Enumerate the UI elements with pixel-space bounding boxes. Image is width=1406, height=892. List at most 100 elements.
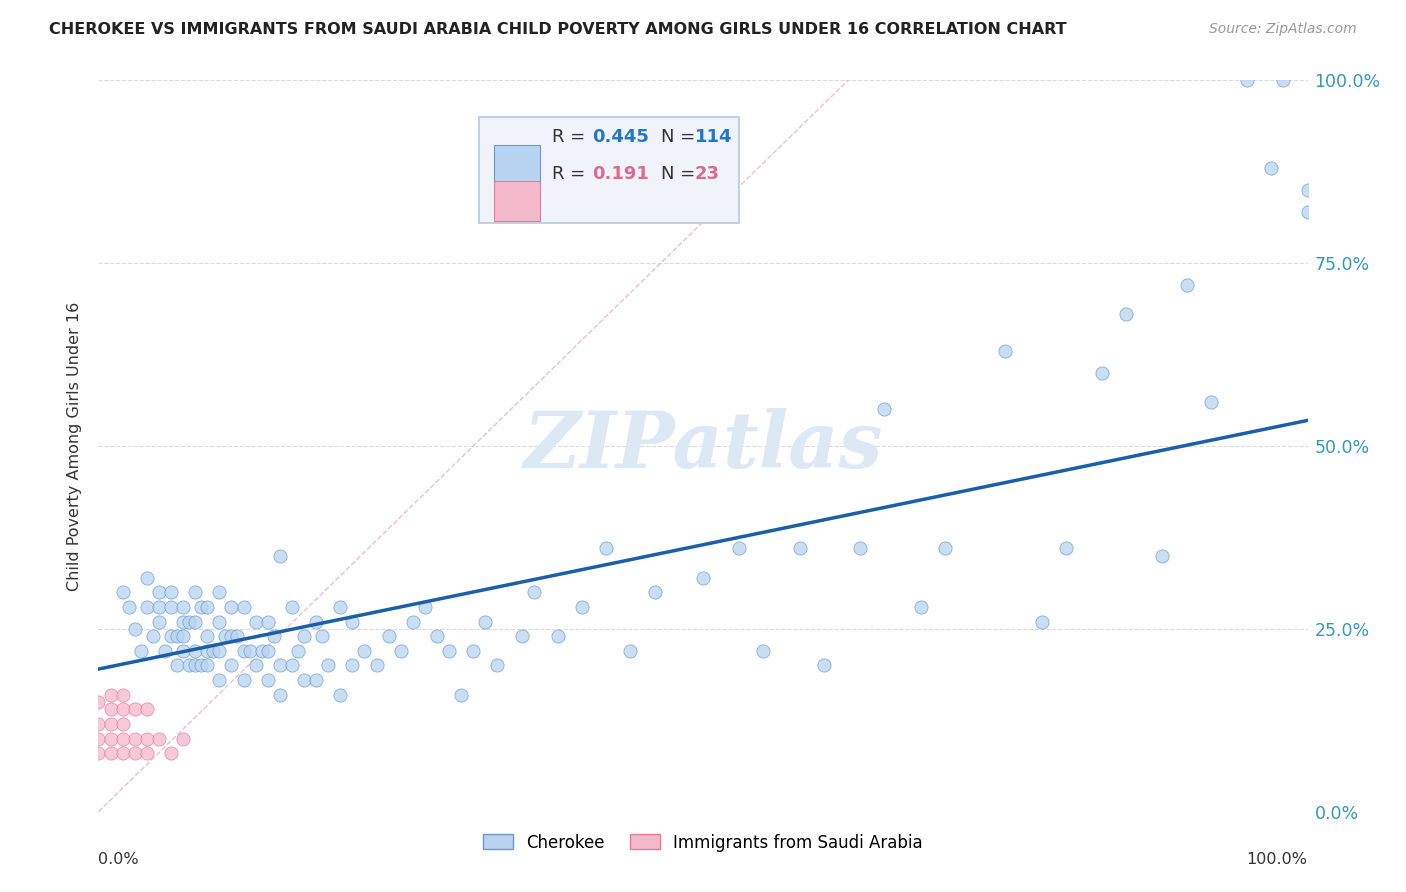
Point — [1199, 395, 1222, 409]
Point — [789, 541, 811, 556]
Point — [100, 688, 122, 702]
Point — [100, 702, 122, 716]
Point — [160, 746, 183, 760]
Point — [250, 644, 273, 658]
Point — [644, 585, 666, 599]
Text: 0.0%: 0.0% — [98, 852, 139, 867]
FancyBboxPatch shape — [494, 145, 540, 185]
Point — [595, 541, 617, 556]
Point — [124, 746, 146, 760]
Point — [87, 695, 110, 709]
Point — [377, 629, 399, 643]
Point — [221, 658, 243, 673]
Point — [287, 644, 309, 658]
Legend: Cherokee, Immigrants from Saudi Arabia: Cherokee, Immigrants from Saudi Arabia — [477, 827, 929, 858]
Point — [190, 599, 212, 614]
Point — [160, 599, 183, 614]
Point — [619, 644, 641, 658]
Point — [256, 644, 278, 658]
Point — [184, 615, 207, 629]
Point — [547, 629, 569, 643]
FancyBboxPatch shape — [479, 117, 740, 223]
Point — [366, 658, 388, 673]
Point — [190, 658, 212, 673]
Text: CHEROKEE VS IMMIGRANTS FROM SAUDI ARABIA CHILD POVERTY AMONG GIRLS UNDER 16 CORR: CHEROKEE VS IMMIGRANTS FROM SAUDI ARABIA… — [49, 22, 1067, 37]
Point — [135, 599, 157, 614]
Point — [179, 658, 201, 673]
Point — [934, 541, 956, 556]
Point — [1236, 73, 1258, 87]
Point — [172, 731, 194, 746]
Point — [160, 585, 183, 599]
Point — [148, 615, 170, 629]
Point — [148, 599, 170, 614]
Point — [184, 644, 207, 658]
Point — [752, 644, 775, 658]
Point — [195, 644, 218, 658]
Point — [305, 615, 328, 629]
Point — [849, 541, 872, 556]
Point — [160, 629, 183, 643]
Point — [100, 731, 122, 746]
Point — [166, 658, 188, 673]
Point — [208, 615, 231, 629]
Text: 0.191: 0.191 — [592, 165, 648, 183]
Point — [316, 658, 339, 673]
Point — [342, 615, 364, 629]
Text: R =: R = — [551, 128, 585, 146]
Point — [813, 658, 835, 673]
Point — [111, 731, 134, 746]
Point — [1175, 278, 1198, 293]
Point — [148, 731, 170, 746]
Point — [208, 673, 231, 687]
Point — [910, 599, 932, 614]
Point — [269, 658, 291, 673]
Text: 114: 114 — [695, 128, 733, 146]
Point — [437, 644, 460, 658]
Point — [292, 673, 315, 687]
Text: 0.445: 0.445 — [592, 128, 648, 146]
Point — [1272, 73, 1295, 87]
Point — [195, 599, 218, 614]
Point — [129, 644, 152, 658]
Point — [232, 644, 254, 658]
Point — [232, 673, 254, 687]
Point — [1031, 615, 1053, 629]
Point — [402, 615, 425, 629]
Point — [329, 688, 352, 702]
Point — [873, 402, 896, 417]
Point — [413, 599, 436, 614]
Text: 23: 23 — [695, 165, 720, 183]
Point — [474, 615, 496, 629]
Point — [172, 615, 194, 629]
Point — [172, 629, 194, 643]
Y-axis label: Child Poverty Among Girls Under 16: Child Poverty Among Girls Under 16 — [67, 301, 83, 591]
Point — [87, 731, 110, 746]
Point — [571, 599, 593, 614]
Point — [135, 702, 157, 716]
Point — [232, 599, 254, 614]
Point — [269, 549, 291, 563]
Point — [172, 644, 194, 658]
Point — [184, 585, 207, 599]
Point — [269, 688, 291, 702]
Point — [353, 644, 375, 658]
Text: 100.0%: 100.0% — [1247, 852, 1308, 867]
Point — [245, 615, 267, 629]
Point — [426, 629, 449, 643]
Point — [142, 629, 165, 643]
Point — [1152, 549, 1174, 563]
Point — [1054, 541, 1077, 556]
Point — [226, 629, 249, 643]
Point — [100, 717, 122, 731]
Point — [450, 688, 472, 702]
Point — [172, 599, 194, 614]
Point — [311, 629, 333, 643]
Text: N =: N = — [661, 165, 695, 183]
Point — [463, 644, 485, 658]
Point — [87, 746, 110, 760]
Point — [124, 702, 146, 716]
Point — [208, 585, 231, 599]
Point — [135, 746, 157, 760]
Point — [221, 599, 243, 614]
